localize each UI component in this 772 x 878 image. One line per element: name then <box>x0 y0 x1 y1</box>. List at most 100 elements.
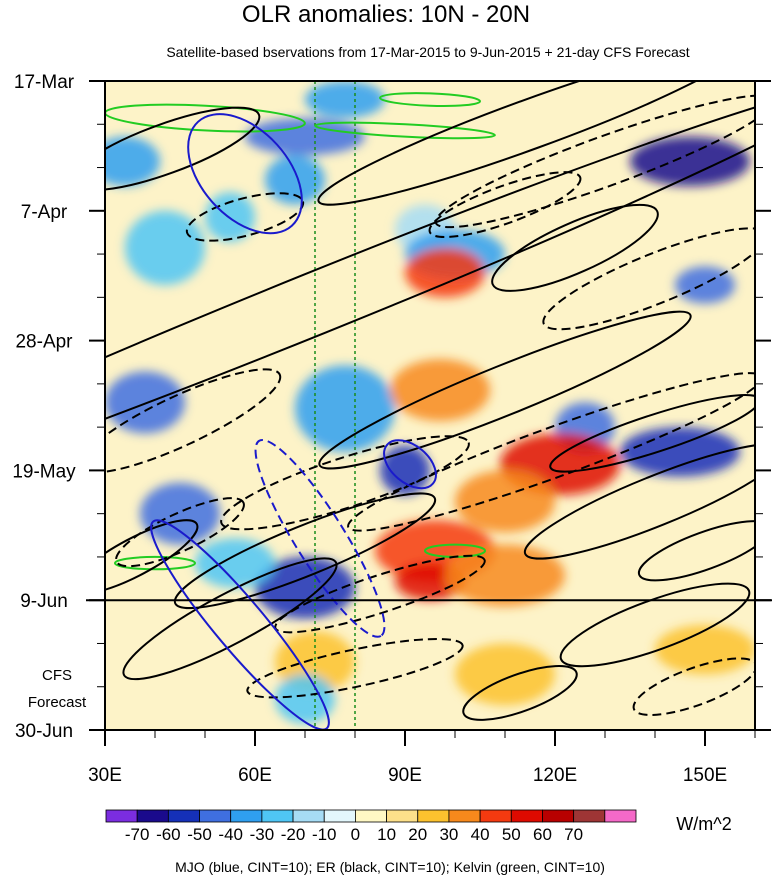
olr-anomaly-blob <box>380 445 430 496</box>
colorbar-swatch <box>323 809 356 823</box>
er-contour <box>462 664 578 721</box>
colorbar-swatch <box>136 809 169 823</box>
colorbar-swatch <box>448 809 481 823</box>
er-contour <box>173 492 437 609</box>
colorbar-label: -60 <box>156 825 181 844</box>
olr-anomaly-blob <box>455 643 555 706</box>
colorbar-swatch <box>510 809 543 823</box>
colorbar-label: 40 <box>471 825 490 844</box>
olr-anomaly-blob <box>295 365 395 452</box>
er-contour <box>434 94 755 229</box>
reference-lines <box>314 81 356 730</box>
colorbar-label: 10 <box>377 825 396 844</box>
footnote: MJO (blue, CINT=10); ER (black, CINT=10)… <box>175 859 605 875</box>
olr-anomaly-blob <box>655 624 755 675</box>
olr-anomaly-blob <box>205 192 255 242</box>
colorbar-label: -30 <box>250 825 275 844</box>
er-contour <box>491 203 659 292</box>
colorbar-swatch <box>573 809 606 823</box>
er-contour <box>549 394 755 473</box>
colorbar-units: W/m^2 <box>676 814 731 834</box>
y-tick-label: 7-Apr <box>21 202 68 223</box>
colorbar: -70 -60 -50 -40 -30 -20 -10 0 10 20 30 40 50 60 70 <box>105 809 637 844</box>
er-contour <box>428 171 582 239</box>
y-axis: 17-Mar 7-Apr 28-Apr 19-May 9-Jun 30-Jun <box>12 72 771 742</box>
er-contour <box>637 520 755 582</box>
x-tick-label: 120E <box>533 765 577 786</box>
olr-anomaly-blob <box>620 427 740 477</box>
x-tick-label: 150E <box>683 765 727 786</box>
colorbar-swatch <box>105 809 138 823</box>
colorbar-label: 70 <box>564 825 583 844</box>
olr-anomaly-blob <box>125 210 205 285</box>
er-contour <box>105 106 261 192</box>
x-tick-label: 30E <box>88 765 122 786</box>
er-contour <box>542 227 755 331</box>
colorbar-swatch <box>167 809 200 823</box>
colorbar-swatch <box>417 809 450 823</box>
er-contour <box>105 519 199 595</box>
er-contour <box>105 85 755 522</box>
er-contour <box>632 657 755 716</box>
kelvin-contour <box>114 555 196 571</box>
colorbar-swatch <box>230 809 263 823</box>
colorbar-label: 50 <box>502 825 521 844</box>
y-tick-label: 19-May <box>12 461 76 482</box>
plot-area <box>105 81 755 730</box>
colorbar-label: -40 <box>218 825 243 844</box>
colorbar-swatch <box>479 809 512 823</box>
er-contour <box>559 582 751 668</box>
colorbar-swatch <box>604 809 637 823</box>
y-tick-label: 9-Jun <box>20 591 68 612</box>
colorbar-label: 60 <box>533 825 552 844</box>
olr-anomaly-blob <box>275 674 335 724</box>
colorbar-label: -70 <box>125 825 150 844</box>
olr-anomaly-blob <box>305 81 385 119</box>
er-contour <box>122 557 338 681</box>
olr-anomaly-blob <box>195 538 275 588</box>
olr-anomaly-blob <box>445 544 565 607</box>
olr-anomaly-blob <box>140 482 220 545</box>
colorbar-label: 30 <box>439 825 458 844</box>
er-contour <box>318 310 692 470</box>
er-contour <box>317 81 743 206</box>
er-contour <box>347 372 755 532</box>
colorbar-label: -20 <box>281 825 306 844</box>
olr-anomaly-blob <box>630 136 750 187</box>
anomaly-field <box>105 81 755 724</box>
er-contour <box>220 435 470 531</box>
y-tick-label: 17-Mar <box>14 72 75 93</box>
kelvin-contour <box>379 92 481 107</box>
mjo-contour <box>383 439 437 490</box>
olr-anomaly-blob <box>255 556 355 619</box>
er-contour <box>523 443 755 560</box>
colorbar-swatch <box>355 809 387 823</box>
colorbar-label: 0 <box>351 825 360 844</box>
colorbar-swatch <box>386 809 419 823</box>
er-contour <box>105 368 282 474</box>
colorbar-label: 20 <box>408 825 427 844</box>
x-axis: 30E 60E 90E 120E 150E <box>88 730 756 786</box>
colorbar-label: -50 <box>187 825 212 844</box>
wave-contours <box>105 81 755 730</box>
olr-anomaly-blob <box>245 118 365 156</box>
x-tick-label: 90E <box>388 765 422 786</box>
olr-anomaly-blob <box>405 247 485 298</box>
olr-anomaly-blob <box>105 136 160 187</box>
plot-frame <box>104 80 756 731</box>
colorbar-label: -10 <box>312 825 337 844</box>
olr-anomaly-blob <box>455 470 555 533</box>
mjo-contour <box>150 519 330 730</box>
colorbar-swatch <box>261 809 294 823</box>
mjo-contour <box>254 438 386 638</box>
olr-anomaly-blob <box>105 371 185 434</box>
er-contour <box>185 192 305 242</box>
forecast-label-line2: Forecast <box>28 694 87 711</box>
olr-anomaly-blob <box>265 155 325 205</box>
kelvin-contour <box>314 121 496 140</box>
chart-title: OLR anomalies: 10N - 20N <box>242 1 530 28</box>
colorbar-swatch <box>292 809 325 823</box>
mjo-contour <box>187 113 303 235</box>
er-contour <box>246 638 464 699</box>
